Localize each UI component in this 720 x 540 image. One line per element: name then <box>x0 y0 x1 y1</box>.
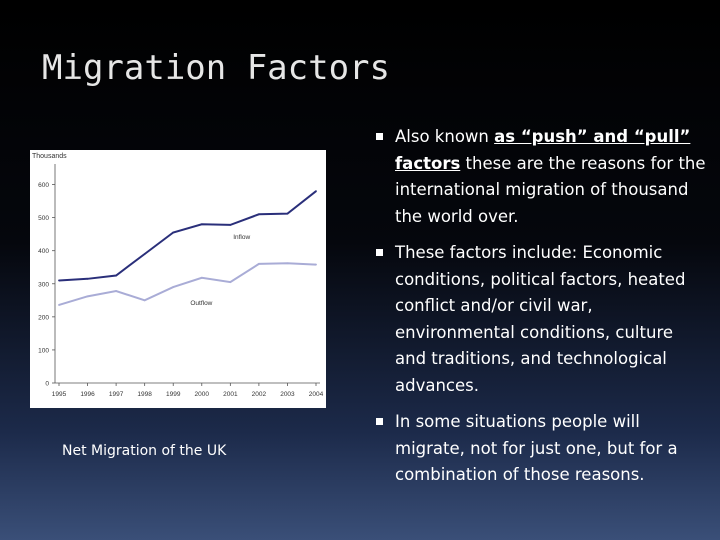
square-bullet-icon <box>376 249 383 256</box>
data-point <box>257 213 260 216</box>
x-tick-label: 1996 <box>80 391 95 398</box>
data-point <box>200 276 203 279</box>
data-point <box>200 223 203 226</box>
y-tick-label: 300 <box>38 281 49 288</box>
y-tick-label: 500 <box>38 215 49 222</box>
data-point <box>172 231 175 234</box>
data-point <box>315 263 317 266</box>
data-point <box>229 281 232 284</box>
y-tick-label: 600 <box>38 182 49 189</box>
data-point <box>58 304 60 306</box>
bullet-list: Also known as “push” and “pull” factors … <box>376 124 706 499</box>
bullet-text: these are the reasons for the internatio… <box>395 153 706 226</box>
chart-svg: Thousands 0 100 200 300 400 500 600 1995 1996 1997… <box>32 153 324 398</box>
data-point <box>286 212 289 215</box>
x-tick-label: 2000 <box>195 391 210 398</box>
x-tick-label: 2004 <box>309 391 324 398</box>
y-tick-label: 400 <box>38 248 49 255</box>
y-tick-label: 200 <box>38 314 49 321</box>
bullet-item: These factors include: Economic conditio… <box>376 240 706 399</box>
bullet-text: In some situations people will migrate, … <box>395 412 678 484</box>
data-point <box>58 279 60 282</box>
x-tick-label: 2003 <box>280 391 295 398</box>
series-line-outflow <box>58 262 317 306</box>
chart-caption: Net Migration of the UK <box>62 443 227 459</box>
data-point <box>115 274 118 277</box>
bullet-emphasis: as “push” and “pull” factors <box>395 127 691 173</box>
bullet-text: Also known <box>395 127 495 146</box>
data-point <box>86 277 89 280</box>
data-point <box>143 253 146 255</box>
data-point <box>115 290 118 292</box>
x-tick-label: 1995 <box>52 391 67 398</box>
series-label-inflow: Inflow <box>233 234 250 241</box>
bullet-item: In some situations people will migrate, … <box>376 409 706 489</box>
x-tick-label: 1999 <box>166 391 181 398</box>
x-tick-label: 1997 <box>109 391 124 398</box>
data-point <box>315 190 317 193</box>
data-point <box>172 286 175 288</box>
y-axis-label: Thousands <box>32 153 67 160</box>
square-bullet-icon <box>376 133 383 140</box>
series-label-outflow: Outflow <box>190 300 212 307</box>
series-line-inflow <box>58 190 317 282</box>
net-migration-chart: Thousands 0 100 200 300 400 500 600 1995 1996 1997… <box>30 150 326 408</box>
data-point <box>257 263 260 265</box>
x-tick-label: 2002 <box>252 391 267 398</box>
data-point <box>143 299 146 302</box>
data-point <box>286 262 289 265</box>
slide-title: Migration Factors <box>42 48 390 88</box>
bullet-text: These factors include: Economic conditio… <box>395 243 686 395</box>
bullet-item: Also known as “push” and “pull” factors … <box>376 124 706 230</box>
data-point <box>86 295 89 298</box>
y-tick-label: 100 <box>38 347 49 354</box>
y-tick-label: 0 <box>45 381 49 388</box>
x-tick-label: 1998 <box>137 391 152 398</box>
data-point <box>229 223 232 226</box>
square-bullet-icon <box>376 418 383 425</box>
x-tick-label: 2001 <box>223 391 238 398</box>
